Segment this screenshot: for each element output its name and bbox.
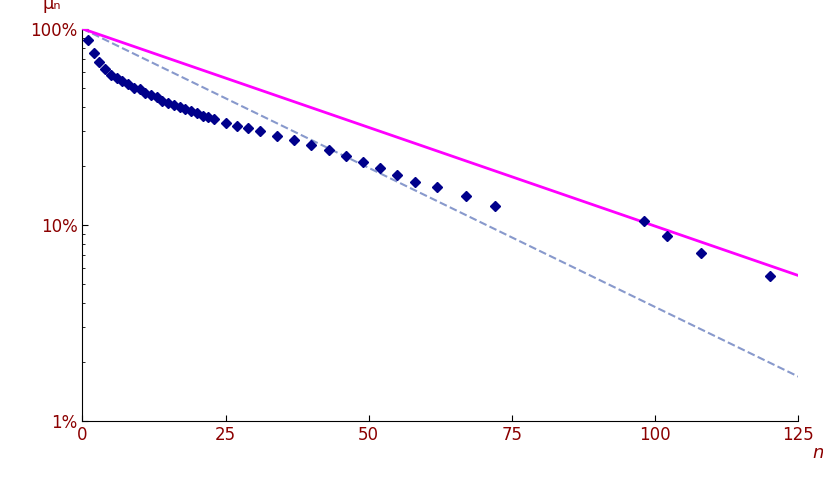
Text: μₙ: μₙ — [43, 0, 62, 13]
Text: n: n — [812, 444, 823, 462]
